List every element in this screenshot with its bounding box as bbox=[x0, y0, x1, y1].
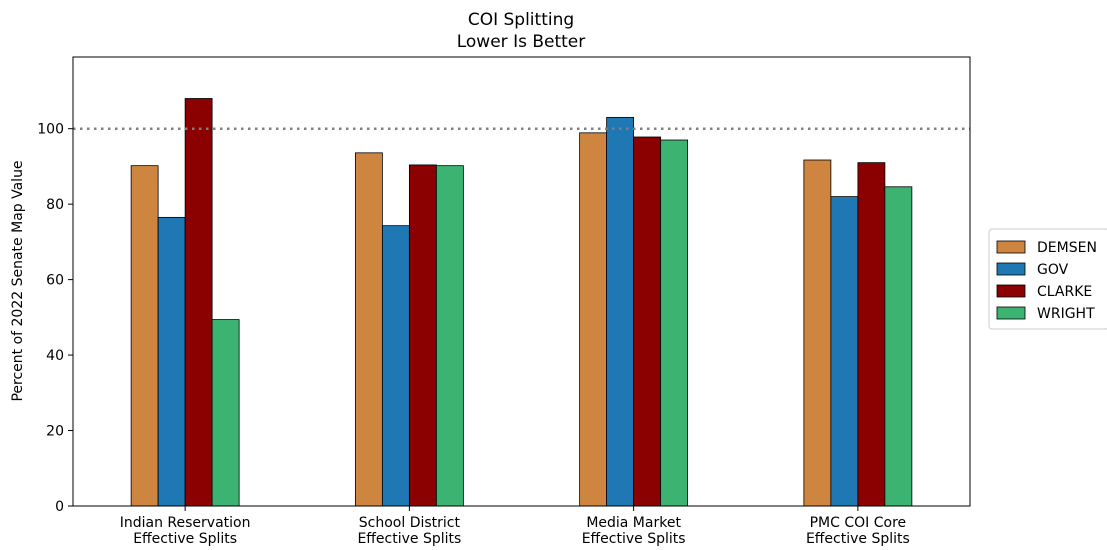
legend-swatch-gov bbox=[996, 262, 1026, 276]
legend: DEMSEN GOV CLARKE WRIGHT bbox=[988, 228, 1107, 330]
bar-gov-3 bbox=[606, 116, 635, 507]
y-tick-label: 100 bbox=[37, 122, 64, 138]
legend-swatch-demsen bbox=[996, 240, 1026, 254]
x-tick-label: Effective Splits bbox=[582, 531, 686, 547]
bar-gov-1 bbox=[157, 216, 186, 507]
chart-subtitle: Lower Is Better bbox=[457, 32, 586, 52]
plot-frame bbox=[72, 56, 971, 507]
legend-label-clarke: CLARKE bbox=[1037, 284, 1092, 300]
bar-clarke-1 bbox=[184, 98, 213, 507]
chart-title: COI Splitting bbox=[468, 10, 574, 30]
bar-demsen-2 bbox=[354, 152, 383, 507]
legend-label-gov: GOV bbox=[1037, 262, 1069, 278]
x-tick-label: Media Market bbox=[586, 515, 681, 531]
bar-demsen-1 bbox=[130, 165, 159, 507]
bar-demsen-3 bbox=[579, 132, 608, 507]
bar-clarke-2 bbox=[408, 164, 437, 507]
y-tick-label: 0 bbox=[55, 499, 64, 515]
x-tick-label: Effective Splits bbox=[133, 531, 237, 547]
bar-gov-4 bbox=[830, 196, 859, 507]
y-tick-label: 80 bbox=[46, 197, 64, 213]
x-tick-label: Indian Reservation bbox=[120, 515, 251, 531]
legend-label-demsen: DEMSEN bbox=[1037, 240, 1097, 256]
y-tick-label: 40 bbox=[46, 348, 64, 364]
bar-wright-1 bbox=[211, 319, 240, 507]
bar-clarke-4 bbox=[857, 162, 886, 507]
bar-clarke-3 bbox=[633, 136, 662, 507]
x-tick-label: PMC COI Core bbox=[810, 515, 907, 531]
y-tick-label: 60 bbox=[46, 273, 64, 289]
x-tick-label: Effective Splits bbox=[806, 531, 910, 547]
bar-wright-3 bbox=[660, 139, 689, 507]
bar-wright-4 bbox=[884, 186, 913, 507]
x-tick-label: Effective Splits bbox=[357, 531, 461, 547]
legend-swatch-clarke bbox=[996, 284, 1026, 298]
bar-demsen-4 bbox=[803, 159, 832, 507]
x-tick-label: School District bbox=[359, 515, 461, 531]
legend-swatch-wright bbox=[996, 306, 1026, 320]
legend-box bbox=[988, 228, 1107, 330]
y-tick-label: 20 bbox=[46, 424, 64, 440]
bar-wright-2 bbox=[435, 165, 464, 507]
legend-label-wright: WRIGHT bbox=[1037, 306, 1095, 322]
y-axis-label: Percent of 2022 Senate Map Value bbox=[10, 160, 26, 401]
bar-gov-2 bbox=[381, 225, 410, 507]
